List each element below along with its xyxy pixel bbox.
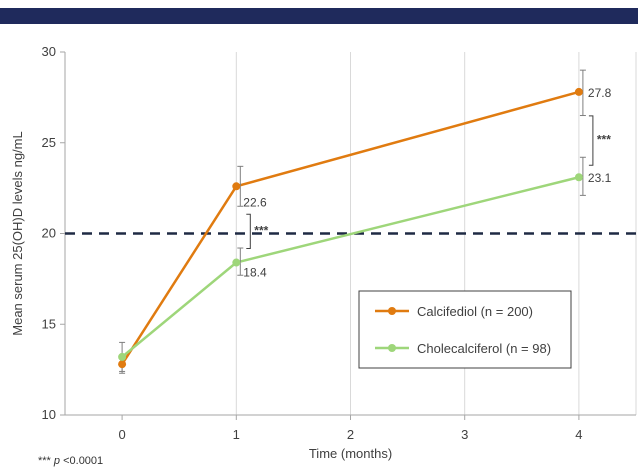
data-point-0-0 — [118, 360, 127, 369]
data-point-0-2 — [574, 87, 583, 96]
header-banner — [0, 8, 638, 24]
legend-marker-0 — [388, 307, 396, 315]
x-tick-label-1: 1 — [233, 427, 240, 442]
y-tick-label-30: 30 — [42, 44, 56, 59]
footnote-p: p — [53, 455, 61, 467]
footnote-stars: *** — [38, 455, 51, 467]
legend-marker-1 — [388, 344, 396, 352]
significance-marker-1: *** — [597, 133, 611, 147]
data-label-0-2: 27.8 — [588, 86, 612, 100]
significance-bracket-1 — [588, 115, 594, 166]
y-tick-label-20: 20 — [42, 226, 56, 241]
y-tick-label-15: 15 — [42, 316, 56, 331]
data-point-1-2 — [574, 173, 583, 182]
data-point-1-1 — [232, 258, 241, 267]
y-tick-label-25: 25 — [42, 135, 56, 150]
data-point-1-0 — [118, 352, 127, 361]
legend-box — [358, 290, 572, 369]
x-tick-label-2: 2 — [347, 427, 354, 442]
data-label-0-1: 22.6 — [243, 195, 267, 209]
data-point-0-1 — [232, 182, 241, 191]
significance-marker-0: *** — [254, 223, 268, 237]
y-axis-label: Mean serum 25(OH)D levels ng/mL — [10, 131, 25, 335]
data-label-1-2: 23.1 — [588, 171, 612, 185]
legend-label-0: Calcifediol (n = 200) — [417, 304, 533, 319]
x-tick-label-4: 4 — [575, 427, 582, 442]
x-axis-label: Time (months) — [309, 446, 392, 461]
x-tick-label-0: 0 — [118, 427, 125, 442]
x-tick-label-3: 3 — [461, 427, 468, 442]
significance-bracket-0 — [246, 213, 251, 250]
y-tick-label-10: 10 — [42, 407, 56, 422]
footnote: *** p <0.0001 — [38, 455, 103, 467]
data-label-1-1: 18.4 — [243, 266, 267, 280]
legend-label-1: Cholecalciferol (n = 98) — [417, 341, 551, 356]
footnote-text: <0.0001 — [63, 455, 104, 467]
